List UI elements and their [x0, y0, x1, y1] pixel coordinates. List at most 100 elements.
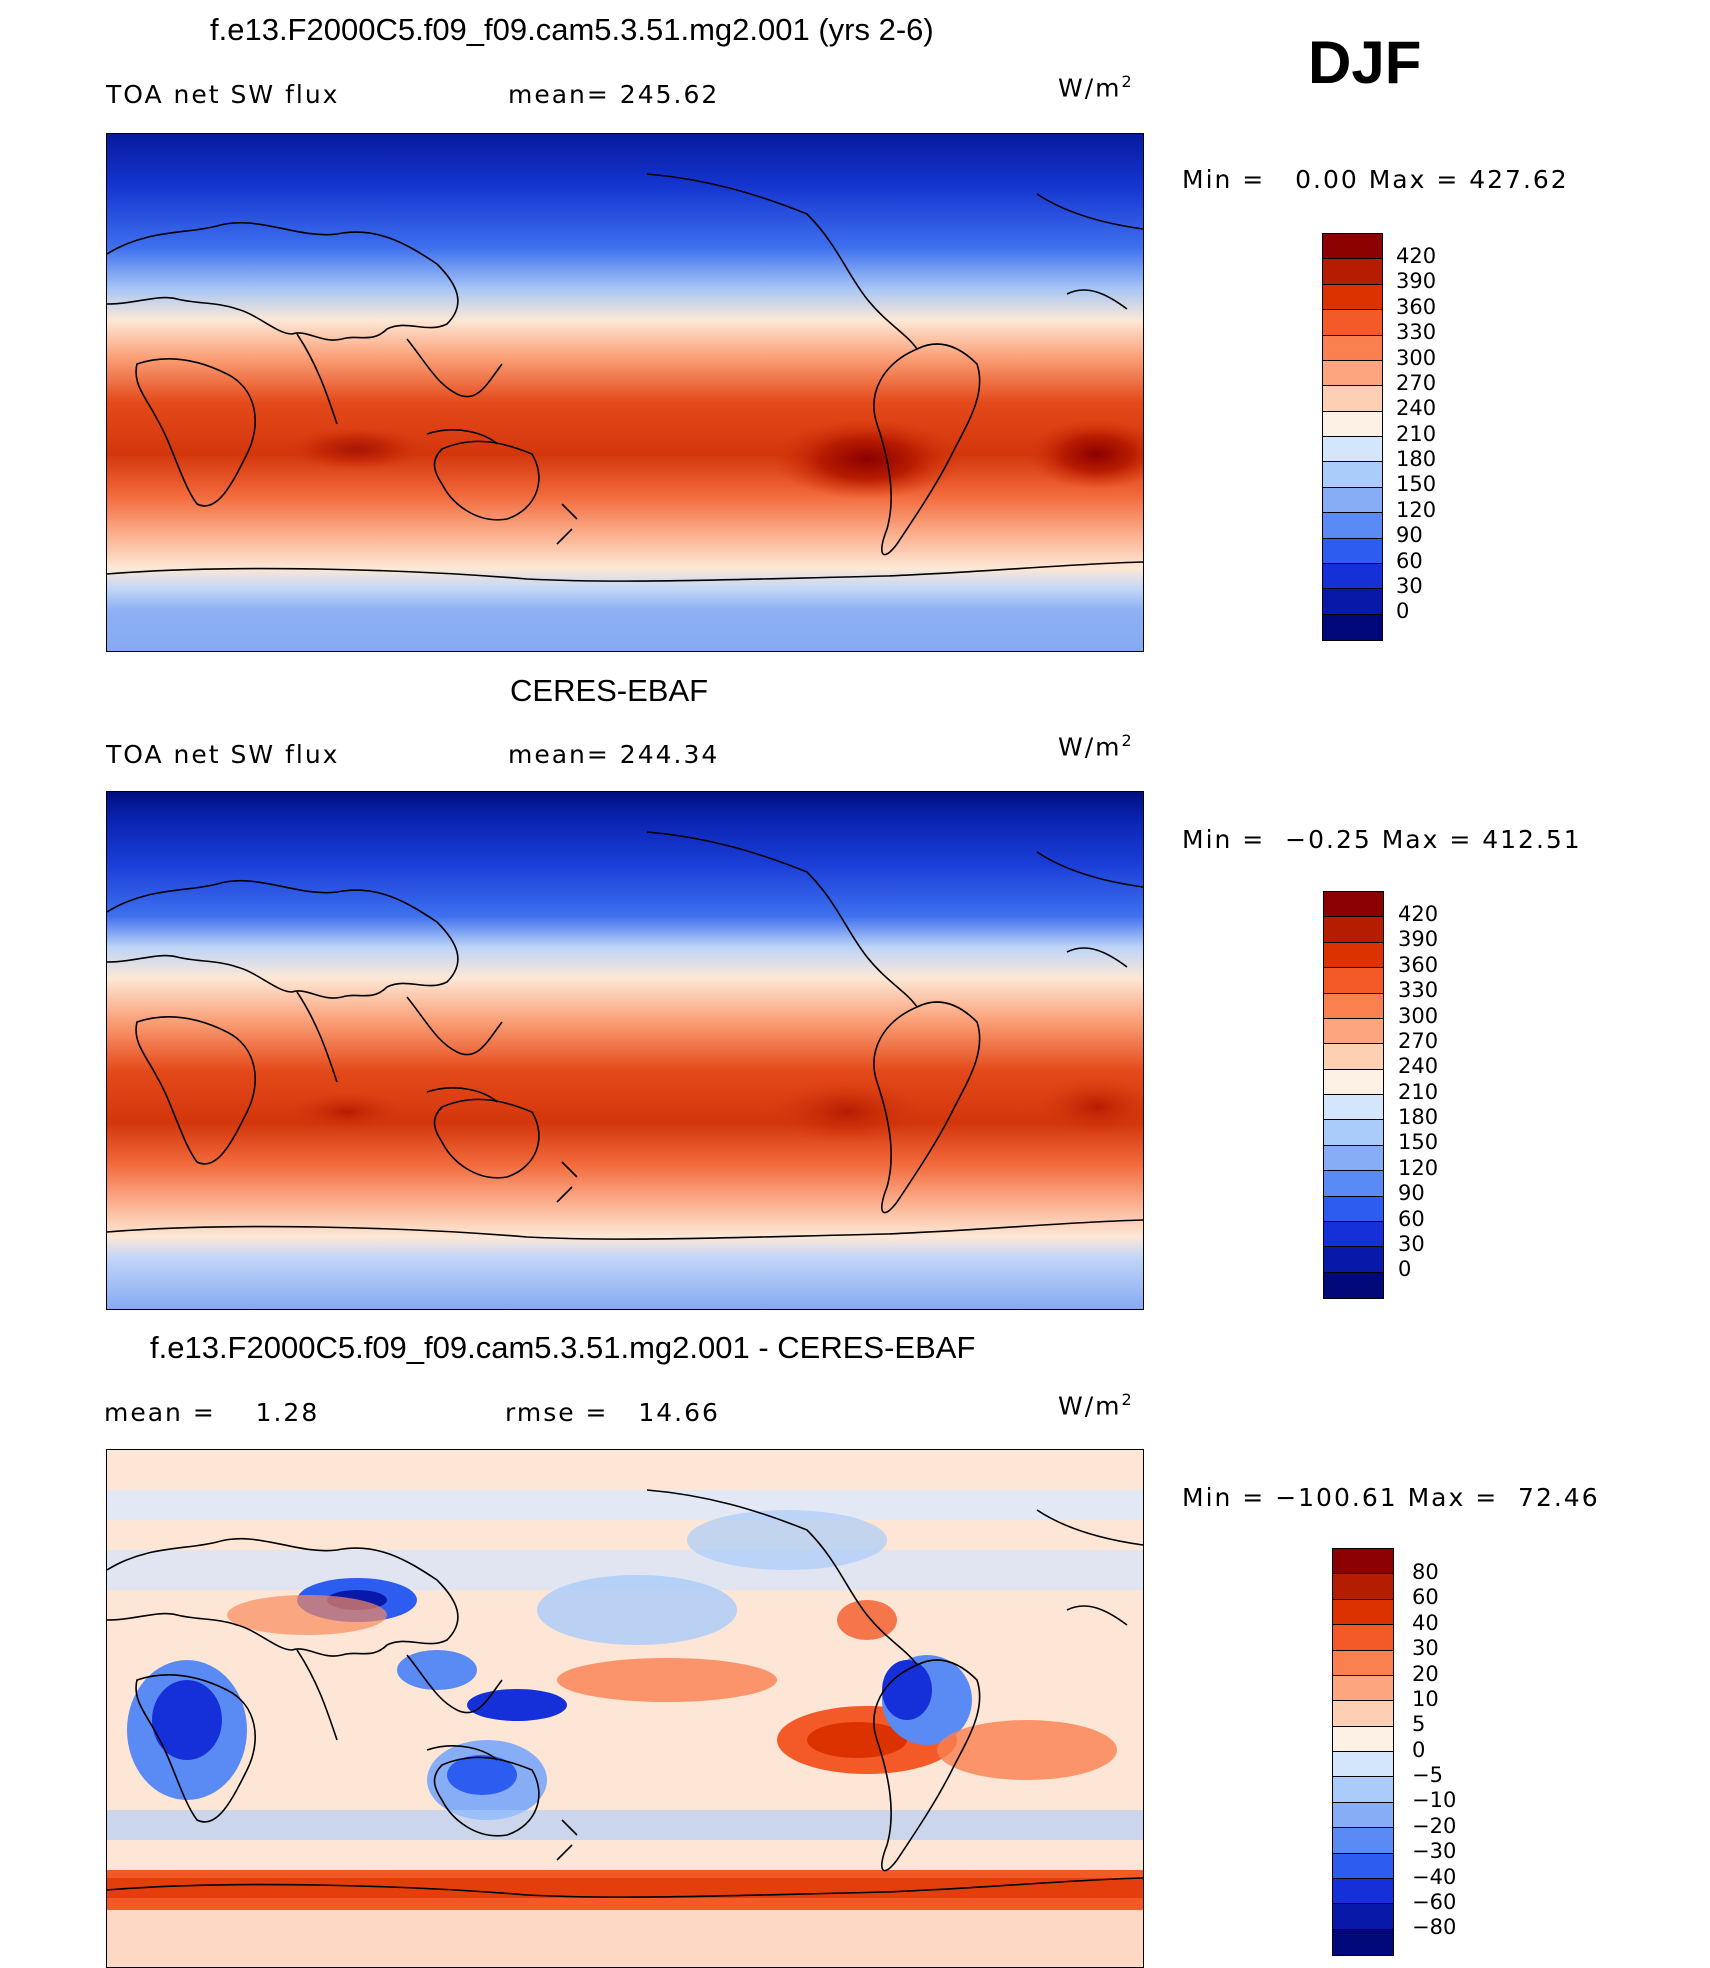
- panel-3-rmse-label: rmse = 14.66: [505, 1398, 720, 1427]
- colorbar-swatch: [1333, 1802, 1393, 1829]
- colorbar-swatch: [1324, 892, 1383, 918]
- panel-3-unit-label: W/m2: [1058, 1390, 1134, 1421]
- colorbar-swatch: [1333, 1650, 1393, 1676]
- colorbar-tick-label: 180: [1398, 1105, 1439, 1129]
- colorbar-tick-label: 40: [1412, 1610, 1439, 1635]
- season-label: DJF: [1308, 29, 1422, 96]
- panel-1-variable-label: TOA net SW flux: [106, 80, 340, 109]
- colorbar-swatch: [1324, 1171, 1383, 1197]
- panel-1-coastlines: [107, 173, 1143, 582]
- colorbar-swatch: [1323, 462, 1382, 488]
- panel-1-title: f.e13.F2000C5.f09_f09.cam5.3.51.mg2.001 …: [210, 12, 934, 47]
- panel-3-map-svg: [107, 1450, 1143, 1967]
- colorbar-swatch: [1333, 1701, 1393, 1727]
- colorbar-tick-label: 150: [1398, 1130, 1439, 1155]
- colorbar-swatch: [1324, 1272, 1383, 1298]
- colorbar-swatch: [1333, 1549, 1393, 1575]
- colorbar-tick-label: 240: [1396, 396, 1437, 421]
- panel-2-title: CERES-EBAF: [510, 673, 709, 708]
- colorbar-swatch: [1333, 1828, 1393, 1854]
- colorbar-swatch: [1323, 589, 1382, 615]
- colorbar-tick-label: 0: [1398, 1257, 1412, 1282]
- colorbar-swatch: [1324, 1145, 1383, 1172]
- colorbar-tick-label: 420: [1398, 902, 1439, 926]
- colorbar-swatch: [1323, 563, 1382, 590]
- colorbar-tick-label: 360: [1398, 952, 1439, 977]
- colorbar-swatch: [1333, 1853, 1393, 1879]
- colorbar-tick-label: −20: [1412, 1813, 1457, 1838]
- panel-2-variable-label: TOA net SW flux: [106, 740, 340, 769]
- colorbar-swatch: [1323, 437, 1382, 463]
- colorbar-tick-label: 240: [1398, 1054, 1439, 1079]
- colorbar-swatch: [1323, 411, 1382, 437]
- panel-2-colorbar: [1323, 891, 1384, 1299]
- panel-1-unit-label: W/m2: [1058, 72, 1134, 103]
- panel-1-map-svg: [107, 134, 1143, 651]
- colorbar-swatch: [1323, 614, 1382, 640]
- colorbar-tick-label: −80: [1412, 1915, 1457, 1940]
- colorbar-swatch: [1323, 259, 1382, 285]
- colorbar-swatch: [1323, 538, 1382, 564]
- colorbar-tick-label: −10: [1412, 1788, 1457, 1813]
- panel-2-unit-label: W/m2: [1058, 731, 1134, 762]
- panel-1-field: [107, 134, 1143, 651]
- colorbar-swatch: [1324, 1044, 1383, 1070]
- colorbar-swatch: [1333, 1726, 1393, 1752]
- colorbar-tick-label: 30: [1396, 573, 1423, 598]
- colorbar-swatch: [1324, 942, 1383, 969]
- colorbar-tick-label: 390: [1396, 269, 1437, 294]
- panel-3-anomalies: [107, 1490, 1143, 1967]
- colorbar-tick-label: 90: [1396, 523, 1423, 548]
- panel-2-map: [106, 791, 1144, 1310]
- colorbar-swatch: [1333, 1904, 1393, 1930]
- panel-2-map-svg: [107, 792, 1143, 1309]
- colorbar-swatch: [1323, 284, 1382, 311]
- colorbar-tick-label: 300: [1398, 1003, 1439, 1028]
- colorbar-tick-label: 360: [1396, 294, 1437, 319]
- colorbar-tick-label: 120: [1396, 497, 1437, 522]
- colorbar-swatch: [1324, 968, 1383, 994]
- colorbar-tick-label: 210: [1398, 1079, 1439, 1104]
- colorbar-swatch: [1323, 360, 1382, 387]
- colorbar-swatch: [1323, 335, 1382, 361]
- colorbar-tick-label: 420: [1396, 244, 1437, 268]
- colorbar-swatch: [1323, 234, 1382, 260]
- colorbar-swatch: [1323, 487, 1382, 514]
- panel-2-field: [107, 792, 1143, 1309]
- colorbar-tick-label: 0: [1396, 599, 1410, 624]
- colorbar-swatch: [1324, 993, 1383, 1019]
- colorbar-tick-label: 30: [1412, 1636, 1439, 1661]
- colorbar-tick-label: 330: [1398, 978, 1439, 1003]
- colorbar-swatch: [1323, 310, 1382, 336]
- colorbar-swatch: [1333, 1878, 1393, 1905]
- colorbar-tick-label: 60: [1396, 548, 1423, 573]
- panel-1-colorbar: [1322, 233, 1383, 641]
- colorbar-tick-label: 330: [1396, 320, 1437, 345]
- colorbar-tick-label: 60: [1398, 1206, 1425, 1231]
- colorbar-swatch: [1323, 386, 1382, 412]
- colorbar-tick-label: 80: [1412, 1560, 1439, 1584]
- colorbar-swatch: [1333, 1599, 1393, 1626]
- colorbar-tick-label: 60: [1412, 1585, 1439, 1610]
- colorbar-tick-label: −30: [1412, 1839, 1457, 1864]
- colorbar-swatch: [1333, 1675, 1393, 1702]
- panel-3-min-max: Min = −100.61 Max = 72.46: [1182, 1483, 1600, 1512]
- colorbar-swatch: [1333, 1625, 1393, 1651]
- panel-3-map: [106, 1449, 1144, 1968]
- panel-2-mean-label: mean= 244.34: [508, 740, 720, 769]
- colorbar-tick-label: −60: [1412, 1889, 1457, 1914]
- colorbar-swatch: [1324, 1221, 1383, 1248]
- colorbar-tick-label: 180: [1396, 447, 1437, 471]
- colorbar-swatch: [1324, 1196, 1383, 1222]
- colorbar-tick-label: 5: [1412, 1712, 1426, 1737]
- colorbar-tick-label: 0: [1412, 1737, 1426, 1762]
- panel-2-coastlines: [107, 831, 1143, 1240]
- panel-3-title: f.e13.F2000C5.f09_f09.cam5.3.51.mg2.001 …: [150, 1330, 976, 1365]
- colorbar-swatch: [1324, 917, 1383, 943]
- colorbar-tick-label: 30: [1398, 1231, 1425, 1256]
- panel-3-coastlines: [107, 1489, 1143, 1898]
- colorbar-tick-label: 270: [1398, 1028, 1439, 1053]
- panel-1-min-max: Min = 0.00 Max = 427.62: [1182, 165, 1569, 194]
- colorbar-tick-label: 150: [1396, 472, 1437, 497]
- colorbar-swatch: [1324, 1120, 1383, 1146]
